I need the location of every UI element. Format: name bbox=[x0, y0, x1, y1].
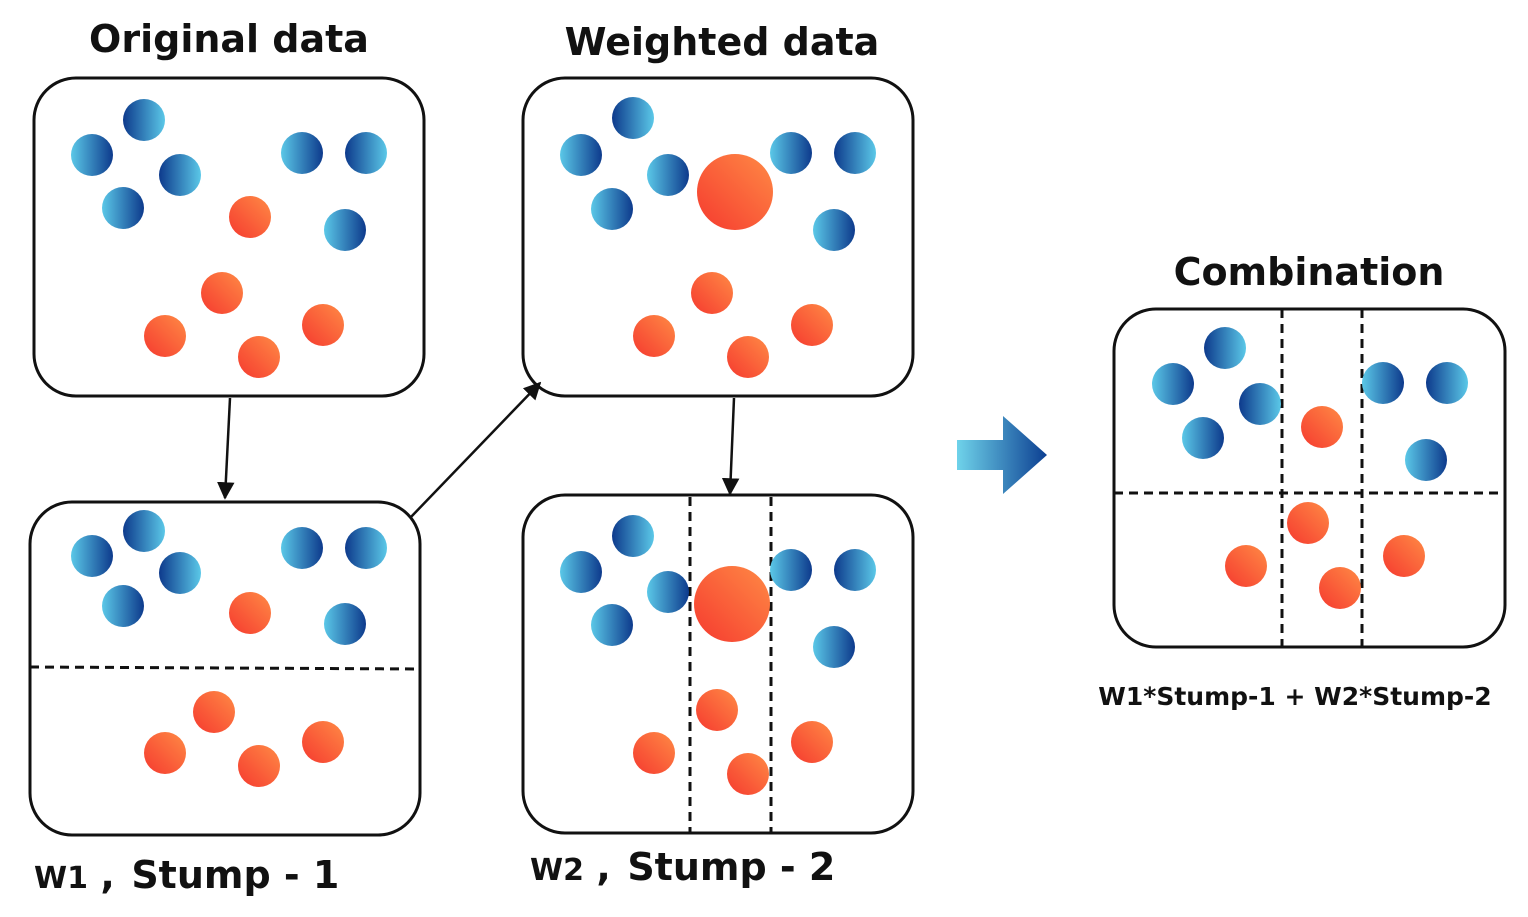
blue-point bbox=[102, 187, 144, 229]
orange-point bbox=[727, 336, 769, 378]
orange-point bbox=[791, 304, 833, 346]
blue-point bbox=[1405, 439, 1447, 481]
caption-stump-2-label: Stump - 2 bbox=[627, 845, 835, 889]
caption-stump-1-separator: , bbox=[100, 853, 114, 897]
blue-point bbox=[647, 571, 689, 613]
caption-stump-1-label: Stump - 1 bbox=[131, 853, 339, 897]
orange-point bbox=[696, 689, 738, 731]
caption-stump-2-weight: W2 bbox=[530, 853, 584, 888]
orange-point-weighted bbox=[694, 566, 770, 642]
blue-point bbox=[345, 527, 387, 569]
blue-point bbox=[324, 603, 366, 645]
arrow-icon bbox=[721, 397, 740, 496]
blue-point bbox=[1152, 363, 1194, 405]
blue-point bbox=[71, 535, 113, 577]
blue-point bbox=[102, 585, 144, 627]
caption-stump-1: W1 , Stump - 1 bbox=[34, 853, 339, 897]
blue-point bbox=[591, 188, 633, 230]
blue-point bbox=[281, 132, 323, 174]
orange-point bbox=[691, 272, 733, 314]
blue-point bbox=[834, 549, 876, 591]
blue-point bbox=[612, 515, 654, 557]
blue-point bbox=[123, 510, 165, 552]
caption-stump-1-weight: W1 bbox=[34, 861, 88, 896]
blue-point bbox=[813, 209, 855, 251]
blue-point bbox=[159, 552, 201, 594]
blue-point bbox=[345, 132, 387, 174]
points-weighted-data bbox=[560, 97, 876, 378]
blue-point bbox=[834, 132, 876, 174]
orange-point bbox=[1287, 502, 1329, 544]
blue-point bbox=[324, 209, 366, 251]
blue-point bbox=[813, 626, 855, 668]
orange-point bbox=[1319, 567, 1361, 609]
orange-point bbox=[727, 753, 769, 795]
combination-formula: W1*Stump-1 + W2*Stump-2 bbox=[1098, 682, 1491, 711]
orange-point bbox=[1225, 545, 1267, 587]
orange-point bbox=[302, 304, 344, 346]
orange-point bbox=[201, 272, 243, 314]
orange-point bbox=[791, 721, 833, 763]
points-combination bbox=[1152, 327, 1468, 609]
caption-stump-2: W2 , Stump - 2 bbox=[530, 845, 835, 889]
blue-point bbox=[770, 549, 812, 591]
orange-point bbox=[1383, 535, 1425, 577]
title-combination: Combination bbox=[1174, 250, 1445, 294]
blue-point bbox=[591, 604, 633, 646]
orange-point bbox=[229, 196, 271, 238]
blue-point bbox=[1182, 417, 1224, 459]
points-stump-1 bbox=[71, 510, 387, 787]
orange-point bbox=[238, 336, 280, 378]
blue-point bbox=[612, 97, 654, 139]
orange-point bbox=[1301, 406, 1343, 448]
orange-point bbox=[144, 315, 186, 357]
orange-point bbox=[633, 315, 675, 357]
big-right-arrow-icon bbox=[957, 416, 1047, 494]
arrow-icon bbox=[409, 381, 542, 519]
blue-point bbox=[1426, 362, 1468, 404]
panel-stump-2 bbox=[521, 493, 915, 835]
panel-combination bbox=[1112, 307, 1507, 649]
blue-point bbox=[770, 132, 812, 174]
blue-point bbox=[560, 551, 602, 593]
panel-weighted-data bbox=[521, 76, 915, 398]
blue-point bbox=[123, 99, 165, 141]
orange-point bbox=[633, 732, 675, 774]
title-weighted-data: Weighted data bbox=[565, 20, 880, 64]
blue-point bbox=[1204, 327, 1246, 369]
orange-point bbox=[229, 592, 271, 634]
blue-point bbox=[71, 134, 113, 176]
blue-point bbox=[159, 154, 201, 196]
orange-point bbox=[238, 745, 280, 787]
points-original-data bbox=[71, 99, 387, 378]
points-stump-2 bbox=[560, 515, 876, 795]
orange-point bbox=[144, 732, 186, 774]
arrow-icon bbox=[217, 397, 235, 500]
blue-point bbox=[560, 134, 602, 176]
title-original-data: Original data bbox=[89, 17, 369, 61]
blue-point bbox=[1239, 383, 1281, 425]
orange-point bbox=[193, 691, 235, 733]
orange-point-weighted bbox=[697, 154, 773, 230]
orange-point bbox=[302, 721, 344, 763]
panel-original-data bbox=[32, 76, 426, 398]
blue-point bbox=[1362, 362, 1404, 404]
blue-point bbox=[647, 154, 689, 196]
stump-1-split-line bbox=[29, 665, 421, 671]
blue-point bbox=[281, 527, 323, 569]
caption-stump-2-separator: , bbox=[596, 845, 610, 889]
